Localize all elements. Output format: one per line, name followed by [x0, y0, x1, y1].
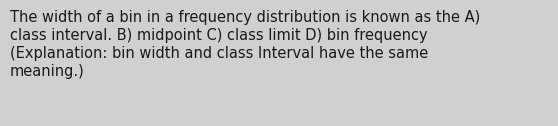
- Text: The width of a bin in a frequency distribution is known as the A): The width of a bin in a frequency distri…: [10, 10, 480, 25]
- Text: class interval. B) midpoint C) class limit D) bin frequency: class interval. B) midpoint C) class lim…: [10, 28, 427, 43]
- Text: (Explanation: bin width and class Interval have the same: (Explanation: bin width and class Interv…: [10, 46, 428, 61]
- Text: meaning.): meaning.): [10, 64, 85, 79]
